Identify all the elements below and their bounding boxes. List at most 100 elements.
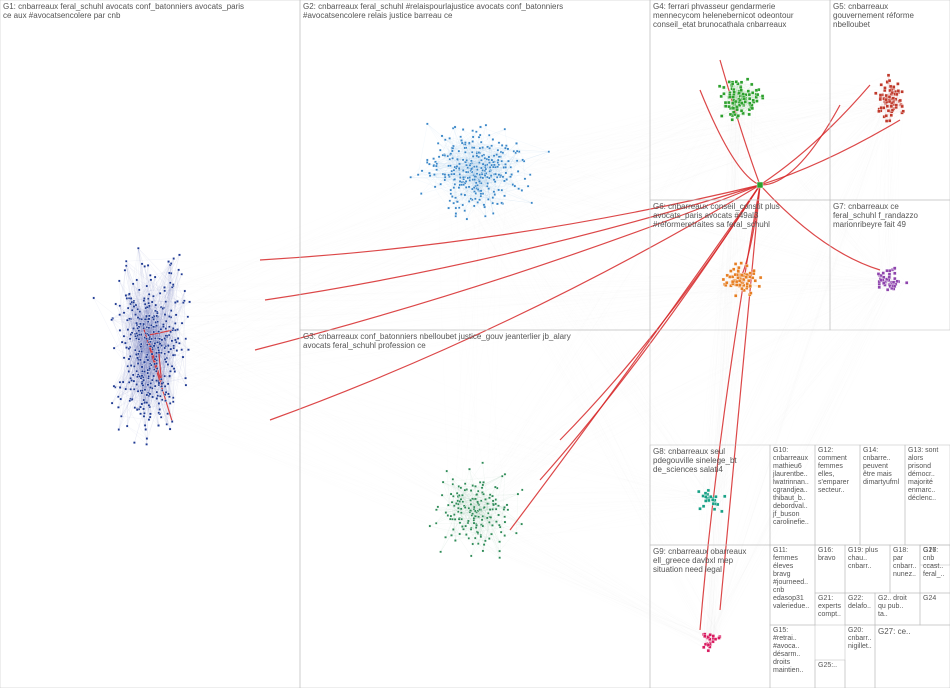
graph-node[interactable] [531, 202, 533, 204]
graph-node[interactable] [119, 314, 121, 316]
graph-node[interactable] [134, 335, 136, 337]
graph-node[interactable] [135, 322, 137, 324]
graph-node[interactable] [410, 176, 412, 178]
graph-node[interactable] [455, 502, 457, 504]
graph-node[interactable] [747, 279, 750, 282]
graph-node[interactable] [137, 390, 139, 392]
graph-node[interactable] [478, 162, 480, 164]
graph-node[interactable] [176, 300, 178, 302]
graph-node[interactable] [498, 156, 500, 158]
graph-node[interactable] [131, 301, 133, 303]
graph-node[interactable] [492, 161, 494, 163]
graph-node[interactable] [156, 397, 158, 399]
graph-node[interactable] [149, 386, 151, 388]
graph-node[interactable] [497, 505, 499, 507]
graph-node[interactable] [162, 307, 164, 309]
graph-node[interactable] [748, 97, 751, 100]
graph-node[interactable] [117, 396, 119, 398]
graph-node[interactable] [460, 139, 462, 141]
graph-node[interactable] [165, 335, 167, 337]
graph-node[interactable] [168, 315, 170, 317]
graph-node[interactable] [503, 506, 505, 508]
graph-node[interactable] [171, 365, 173, 367]
graph-node[interactable] [737, 266, 740, 269]
graph-node[interactable] [149, 416, 151, 418]
graph-node[interactable] [140, 345, 142, 347]
graph-node[interactable] [164, 393, 166, 395]
graph-node[interactable] [492, 138, 494, 140]
graph-node[interactable] [472, 543, 474, 545]
graph-node[interactable] [474, 510, 476, 512]
graph-node[interactable] [164, 358, 166, 360]
graph-node[interactable] [748, 113, 751, 116]
graph-node[interactable] [129, 355, 131, 357]
graph-node[interactable] [165, 327, 167, 329]
graph-node[interactable] [148, 315, 150, 317]
graph-node[interactable] [150, 382, 152, 384]
graph-node[interactable] [171, 420, 173, 422]
graph-node[interactable] [141, 375, 143, 377]
graph-node[interactable] [476, 165, 478, 167]
graph-node[interactable] [151, 301, 153, 303]
graph-node[interactable] [451, 157, 453, 159]
graph-node[interactable] [156, 367, 158, 369]
graph-node[interactable] [729, 96, 732, 99]
graph-node[interactable] [450, 193, 452, 195]
graph-node[interactable] [168, 396, 170, 398]
graph-node[interactable] [458, 150, 460, 152]
graph-node[interactable] [888, 100, 891, 103]
graph-node[interactable] [459, 522, 461, 524]
graph-node[interactable] [899, 99, 902, 102]
graph-node[interactable] [172, 397, 174, 399]
graph-node[interactable] [471, 188, 473, 190]
graph-node[interactable] [513, 150, 515, 152]
graph-node[interactable] [457, 500, 459, 502]
graph-node[interactable] [885, 120, 888, 123]
graph-node[interactable] [475, 526, 477, 528]
graph-node[interactable] [183, 300, 185, 302]
graph-node[interactable] [139, 323, 141, 325]
graph-node[interactable] [458, 163, 460, 165]
graph-node[interactable] [491, 495, 493, 497]
graph-node[interactable] [485, 168, 487, 170]
graph-node[interactable] [495, 521, 497, 523]
graph-node[interactable] [154, 337, 156, 339]
graph-node[interactable] [121, 341, 123, 343]
graph-node[interactable] [498, 164, 500, 166]
graph-node[interactable] [142, 408, 144, 410]
graph-node[interactable] [151, 353, 153, 355]
graph-node[interactable] [754, 279, 757, 282]
graph-node[interactable] [514, 185, 516, 187]
graph-node[interactable] [152, 295, 154, 297]
graph-node[interactable] [154, 358, 156, 360]
graph-node[interactable] [173, 257, 175, 259]
graph-node[interactable] [478, 180, 480, 182]
graph-node[interactable] [155, 304, 157, 306]
graph-node[interactable] [476, 493, 478, 495]
graph-node[interactable] [477, 516, 479, 518]
graph-node[interactable] [484, 498, 486, 500]
graph-node[interactable] [507, 160, 509, 162]
graph-node[interactable] [148, 404, 150, 406]
graph-node[interactable] [143, 399, 145, 401]
graph-node[interactable] [482, 169, 484, 171]
graph-node[interactable] [469, 176, 471, 178]
graph-node[interactable] [738, 279, 741, 282]
graph-node[interactable] [144, 424, 146, 426]
graph-node[interactable] [488, 497, 490, 499]
graph-node[interactable] [160, 378, 162, 380]
graph-node[interactable] [168, 272, 170, 274]
graph-node[interactable] [131, 398, 133, 400]
graph-node[interactable] [138, 289, 140, 291]
graph-node[interactable] [133, 442, 135, 444]
graph-node[interactable] [492, 508, 494, 510]
graph-node[interactable] [164, 400, 166, 402]
graph-node[interactable] [160, 416, 162, 418]
graph-node[interactable] [93, 297, 95, 299]
graph-node[interactable] [429, 525, 431, 527]
graph-node[interactable] [746, 78, 749, 81]
graph-node[interactable] [474, 485, 476, 487]
graph-node[interactable] [453, 187, 455, 189]
graph-node[interactable] [158, 349, 160, 351]
graph-node[interactable] [146, 306, 148, 308]
